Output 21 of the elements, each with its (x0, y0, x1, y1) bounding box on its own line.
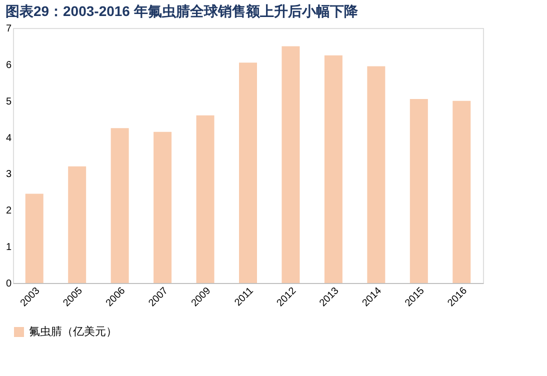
y-tick-label: 4 (6, 132, 12, 144)
y-tick-label: 3 (6, 169, 12, 180)
bar (196, 115, 214, 283)
bar (324, 55, 342, 283)
y-tick-label: 7 (6, 24, 12, 34)
y-tick-label: 0 (6, 278, 12, 290)
y-tick-label: 5 (6, 96, 12, 108)
bar (410, 99, 428, 283)
bar (68, 166, 86, 283)
legend-label: 氟虫腈（亿美元） (29, 325, 117, 338)
bar (25, 194, 44, 283)
bar (282, 46, 300, 283)
y-tick-label: 6 (6, 60, 12, 71)
bar (452, 100, 471, 283)
y-tick-label: 2 (6, 206, 12, 217)
chart-title: 图表29：2003-2016 年氟虫腈全球销售额上升后小幅下降 (5, 3, 359, 19)
y-tick-label: 1 (6, 242, 12, 254)
bar (367, 66, 386, 283)
bar (110, 128, 129, 283)
bar (154, 132, 172, 283)
bar (239, 62, 257, 283)
